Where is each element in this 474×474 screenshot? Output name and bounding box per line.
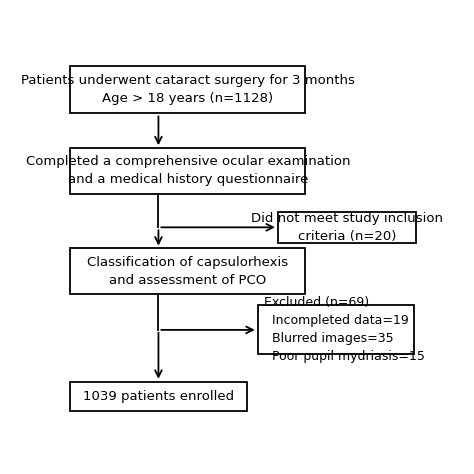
- FancyBboxPatch shape: [70, 66, 305, 113]
- FancyBboxPatch shape: [70, 248, 305, 294]
- FancyBboxPatch shape: [258, 305, 414, 355]
- Text: Classification of capsulorhexis
and assessment of PCO: Classification of capsulorhexis and asse…: [87, 256, 288, 287]
- FancyBboxPatch shape: [70, 382, 246, 411]
- FancyBboxPatch shape: [70, 148, 305, 194]
- FancyBboxPatch shape: [278, 212, 416, 243]
- Text: 1039 patients enrolled: 1039 patients enrolled: [83, 390, 234, 403]
- Text: Completed a comprehensive ocular examination
and a medical history questionnaire: Completed a comprehensive ocular examina…: [26, 155, 350, 186]
- Text: Excluded (n=69)
  Incompleted data=19
  Blurred images=35
  Poor pupil mydriasis: Excluded (n=69) Incompleted data=19 Blur…: [264, 296, 425, 363]
- Text: Did not meet study inclusion
criteria (n=20): Did not meet study inclusion criteria (n…: [251, 212, 443, 243]
- Text: Patients underwent cataract surgery for 3 months
Age > 18 years (n=1128): Patients underwent cataract surgery for …: [21, 74, 355, 105]
